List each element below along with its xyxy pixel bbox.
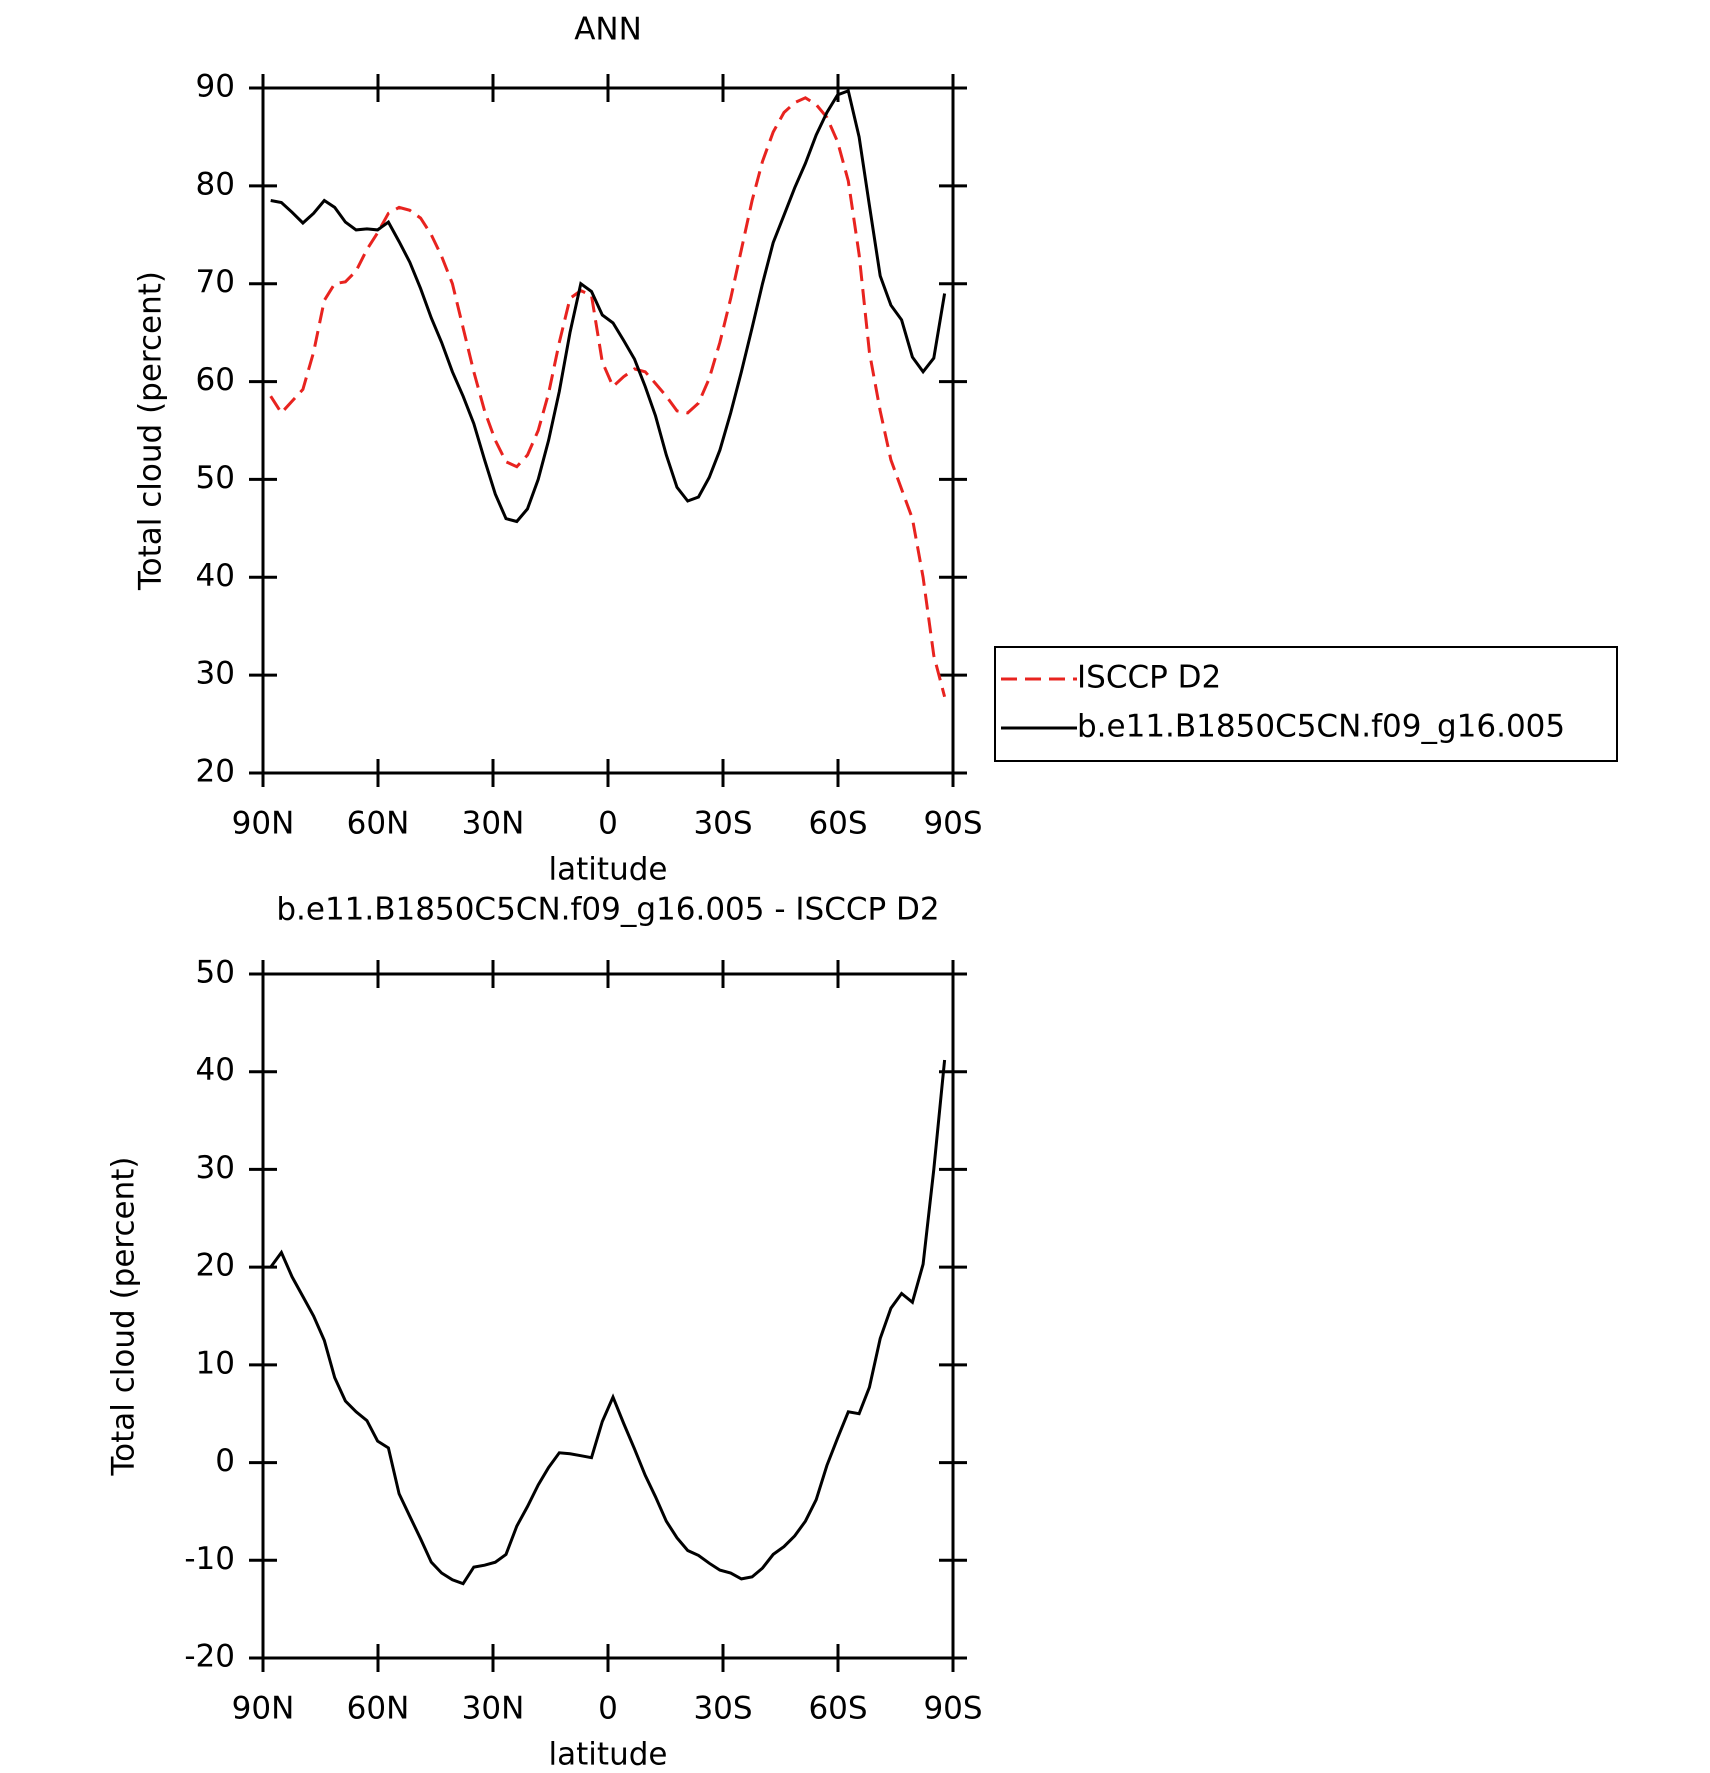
x-tick-label: 90N <box>232 1691 295 1727</box>
y-tick-label: -10 <box>184 1541 235 1577</box>
x-tick-label: 60N <box>347 1691 410 1727</box>
y-tick-label: -20 <box>184 1639 235 1675</box>
x-tick-label: 0 <box>598 806 618 842</box>
x-tick-label: 30N <box>462 806 525 842</box>
x-tick-label: 60S <box>808 1691 867 1727</box>
x-axis-label: latitude <box>549 852 668 888</box>
plot-frame <box>261 86 955 775</box>
y-tick-label: 50 <box>196 955 235 991</box>
y-tick-label: 30 <box>196 1150 235 1186</box>
data-line <box>270 88 947 524</box>
x-tick-label: 90S <box>923 806 982 842</box>
y-axis-label: Total cloud (percent) <box>133 271 169 591</box>
data-line <box>269 1059 947 1586</box>
x-tick-label: 0 <box>598 1691 618 1727</box>
x-tick-label: 60N <box>347 806 410 842</box>
y-tick-label: 0 <box>215 1443 235 1479</box>
legend-label: b.e11.B1850C5CN.f09_g16.005 <box>1077 709 1565 745</box>
x-tick-label: 90N <box>232 806 295 842</box>
data-line <box>269 96 947 698</box>
plot-frame <box>261 972 955 1660</box>
y-tick-label: 90 <box>196 69 235 105</box>
y-tick-label: 20 <box>196 754 235 790</box>
y-tick-label: 50 <box>196 460 235 496</box>
y-tick-label: 60 <box>196 362 235 398</box>
x-tick-label: 30S <box>693 1691 752 1727</box>
y-tick-label: 30 <box>196 656 235 692</box>
chart-title: b.e11.B1850C5CN.f09_g16.005 - ISCCP D2 <box>276 892 939 928</box>
x-axis-label: latitude <box>549 1737 668 1773</box>
y-tick-label: 70 <box>196 264 235 300</box>
y-tick-label: 40 <box>196 1052 235 1088</box>
x-tick-label: 90S <box>923 1691 982 1727</box>
x-tick-label: 60S <box>808 806 867 842</box>
chart-title: ANN <box>574 12 642 48</box>
x-tick-label: 30N <box>462 1691 525 1727</box>
y-tick-label: 10 <box>196 1345 235 1381</box>
legend-label: ISCCP D2 <box>1077 660 1221 696</box>
legend-box <box>994 646 1618 762</box>
x-tick-label: 30S <box>693 806 752 842</box>
y-tick-label: 80 <box>196 166 235 202</box>
y-axis-label: Total cloud (percent) <box>106 1157 142 1477</box>
y-tick-label: 20 <box>196 1248 235 1284</box>
y-tick-label: 40 <box>196 558 235 594</box>
